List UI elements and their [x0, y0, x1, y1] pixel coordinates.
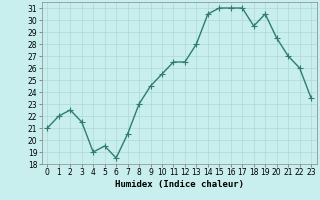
X-axis label: Humidex (Indice chaleur): Humidex (Indice chaleur)	[115, 180, 244, 189]
